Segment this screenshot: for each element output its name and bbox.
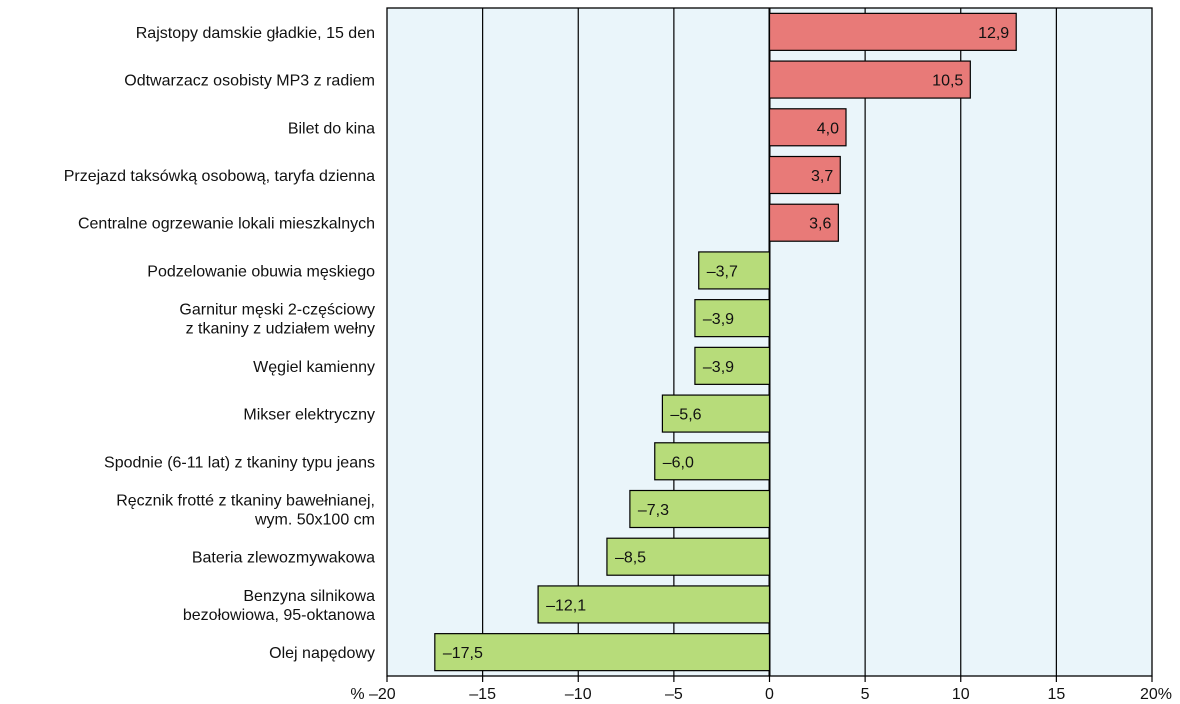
category-label: Bateria zlewozmywakowa bbox=[192, 550, 375, 567]
bar-value-label: 4,0 bbox=[817, 120, 839, 137]
bar bbox=[694, 299, 771, 338]
category-label: Benzyna silnikowa bezołowiowa, 95-oktanow… bbox=[183, 588, 375, 624]
plot-frame bbox=[386, 7, 1153, 677]
x-tick-label: 10 bbox=[952, 686, 970, 703]
bar bbox=[698, 251, 771, 290]
x-axis-tick-labels: % –20 –15 –10 –5 0 5 10 15 20% bbox=[350, 686, 1172, 703]
category-label: Węgiel kamienny bbox=[253, 359, 375, 376]
bar-value-label: 10,5 bbox=[932, 73, 963, 90]
bar bbox=[606, 537, 771, 576]
x-tick-label: –5 bbox=[665, 686, 683, 703]
x-tick-label: –10 bbox=[565, 686, 592, 703]
bar bbox=[654, 442, 771, 481]
bar bbox=[768, 12, 1017, 51]
x-tick-label: 20% bbox=[1140, 686, 1172, 703]
x-tick-label: –15 bbox=[469, 686, 496, 703]
bars: 12,9 10,5 4,0 3,7 3,6 –3,7 –3,9 –3,9 –5,6 –6,0 –7,… bbox=[434, 12, 1017, 672]
x-tick-label: 5 bbox=[861, 686, 870, 703]
bar bbox=[434, 633, 771, 672]
bar bbox=[661, 394, 771, 433]
bar-value-label: –17,5 bbox=[443, 645, 483, 662]
category-label: Odtwarzacz osobisty MP3 z radiem bbox=[124, 73, 375, 90]
bar bbox=[768, 203, 839, 242]
x-tick-label: 0 bbox=[765, 686, 774, 703]
category-label: Podzelowanie obuwia męskiego bbox=[147, 263, 375, 280]
category-label: Przejazd taksówką osobową, taryfa dzienn… bbox=[64, 168, 375, 185]
bar-value-label: –3,9 bbox=[703, 359, 734, 376]
x-tick-label: % –20 bbox=[350, 686, 395, 703]
category-label: Ręcznik frotté z tkaniny bawełnianej, wym… bbox=[116, 493, 375, 529]
bar-value-label: –5,6 bbox=[670, 407, 701, 424]
bar-value-label: –12,1 bbox=[546, 597, 586, 614]
category-label: Bilet do kina bbox=[288, 120, 375, 137]
bar bbox=[694, 346, 771, 385]
bar-value-label: –6,0 bbox=[663, 454, 694, 471]
bar-value-label: 3,6 bbox=[809, 216, 831, 233]
bar bbox=[629, 489, 771, 529]
bar-value-label: –8,5 bbox=[615, 550, 646, 567]
bar-value-label: –7,3 bbox=[638, 502, 669, 519]
bar bbox=[537, 585, 771, 624]
bar-value-label: 3,7 bbox=[811, 168, 833, 185]
category-label: Spodnie (6-11 lat) z tkaniny typu jeans bbox=[104, 454, 375, 471]
category-label: Garnitur męski 2-częściowy z tkaniny z ud… bbox=[179, 302, 375, 338]
bar-value-label: 12,9 bbox=[978, 25, 1009, 42]
category-label: Centralne ogrzewanie lokali mieszkalnych bbox=[78, 216, 375, 233]
bar-value-label: –3,7 bbox=[707, 263, 738, 280]
category-labels: Rajstopy damskie gładkie, 15 den Odtwarza… bbox=[64, 25, 375, 662]
bar bbox=[768, 108, 847, 147]
category-label: Mikser elektryczny bbox=[243, 407, 375, 424]
x-tick-label: 15 bbox=[1047, 686, 1065, 703]
bar bbox=[768, 60, 971, 99]
category-label: Rajstopy damskie gładkie, 15 den bbox=[136, 25, 375, 42]
category-label: Olej napędowy bbox=[269, 645, 375, 662]
bar bbox=[768, 155, 841, 195]
bar-value-label: –3,9 bbox=[703, 311, 734, 328]
